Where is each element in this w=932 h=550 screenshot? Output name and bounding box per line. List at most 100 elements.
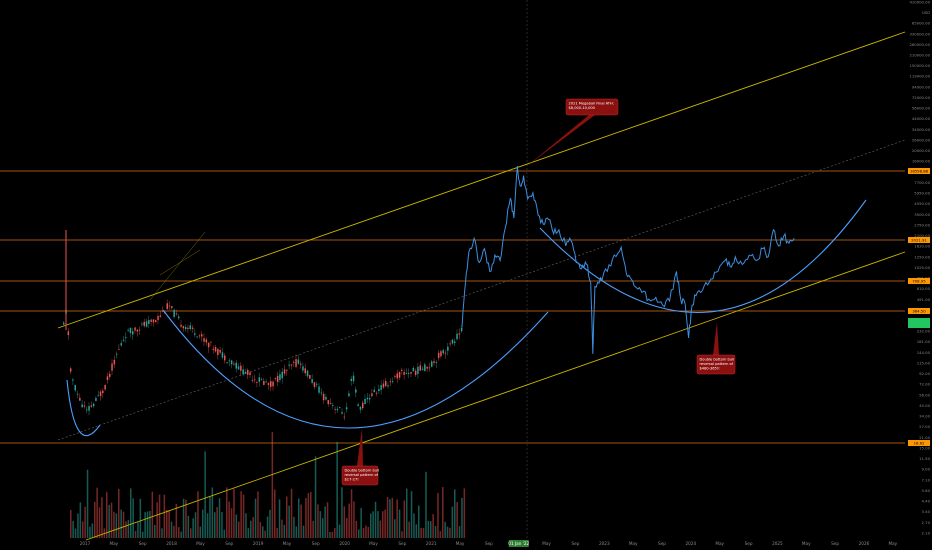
volume-bar — [127, 519, 130, 538]
candle-body — [362, 402, 364, 409]
candle-body — [355, 389, 357, 393]
volume-bar — [154, 525, 156, 538]
volume-bar — [434, 525, 437, 538]
candle-body — [442, 350, 444, 354]
volume-bar — [298, 498, 300, 538]
candle-body — [302, 366, 304, 371]
candle-body — [90, 405, 93, 407]
candle-body — [325, 396, 327, 400]
volume-bar — [74, 528, 77, 538]
candle-body — [368, 397, 371, 400]
volume-bar — [110, 502, 113, 538]
y-tick-label: 232.00 — [917, 329, 931, 334]
volume-bar — [377, 511, 379, 538]
candle-body — [345, 407, 348, 410]
x-tick-label: 2019 — [253, 541, 264, 546]
volume-bar — [283, 524, 286, 538]
volume-bar — [70, 509, 72, 538]
candle-body — [69, 368, 72, 372]
y-tick-label: 260000.00 — [909, 42, 930, 47]
volume-bar — [293, 516, 295, 538]
volume-bar — [336, 441, 338, 538]
volume-bar — [314, 456, 317, 538]
x-tick-label: Sep — [139, 541, 147, 546]
candle-body — [235, 362, 237, 369]
candle-body — [168, 305, 171, 307]
x-tick-label: Sep — [831, 541, 839, 546]
x-tick-label: May — [283, 541, 292, 546]
candle-body — [350, 378, 352, 381]
volume-bar — [422, 527, 425, 538]
volume-bar — [221, 512, 223, 538]
candle-body — [205, 339, 208, 343]
y-tick-label: 26000.00 — [912, 137, 931, 142]
candle-body — [417, 366, 419, 374]
volume-bar — [72, 521, 74, 538]
volume-bar — [326, 502, 329, 538]
candle-body — [256, 382, 258, 384]
volume-bar — [382, 511, 384, 538]
candle-body — [196, 336, 198, 338]
volume-bar — [341, 487, 343, 538]
candle-body — [419, 365, 421, 371]
volume-bar — [406, 488, 408, 538]
y-tick-label: 1250.00 — [914, 254, 930, 259]
candle-body — [79, 397, 81, 401]
volume-bar — [168, 510, 170, 538]
candle-body — [242, 369, 244, 375]
candle-body — [437, 352, 440, 358]
volume-bar — [398, 509, 401, 538]
candle-body — [426, 366, 428, 369]
candle-body — [382, 383, 385, 388]
candle-body — [67, 331, 70, 336]
volume-bar — [185, 499, 187, 538]
volume-bar — [235, 514, 238, 538]
volume-bar — [302, 525, 305, 538]
candle-body — [444, 352, 447, 354]
x-tick-label: 2023 — [599, 541, 610, 546]
volume-bar — [211, 487, 214, 538]
annotation-text: Double bottom bull — [700, 357, 735, 361]
candle-body — [359, 406, 362, 410]
volume-bar — [89, 526, 91, 538]
y-tick-label: 2.70 — [922, 520, 931, 525]
annotation-box — [565, 98, 619, 116]
candle-body — [240, 365, 242, 371]
volume-bar — [187, 515, 190, 538]
x-tick-label: Sep — [225, 541, 233, 546]
volume-bar — [418, 505, 420, 538]
volume-bar — [250, 520, 252, 538]
volume-bar — [401, 531, 403, 538]
x-tick-label: 2017 — [80, 541, 91, 546]
annotation-pointer — [357, 428, 363, 466]
volume-bar — [276, 528, 278, 538]
x-tick-label: Sep — [571, 541, 579, 546]
candle-body — [109, 373, 111, 377]
candle-body — [150, 319, 152, 322]
candle-body — [104, 384, 106, 390]
candle-body — [279, 374, 281, 381]
volume-bar — [173, 525, 175, 538]
y-tick-label: 72000.00 — [912, 95, 931, 100]
candle-body — [72, 379, 74, 381]
price-tags: 18598.88 2021.91 708.95 364.50 16.62 — [908, 168, 930, 446]
candle-body — [403, 372, 405, 375]
candle-body — [389, 381, 392, 383]
annotation-text: Double bottom bull — [345, 468, 380, 472]
candle-body — [371, 393, 373, 397]
candle-body — [281, 371, 283, 379]
volume-bar — [79, 502, 82, 538]
candle-body — [380, 385, 382, 390]
volume-bar — [290, 488, 293, 538]
volume-bar — [134, 530, 137, 538]
volume-bar — [271, 432, 274, 538]
volume-bar — [372, 511, 374, 538]
annotation-text: 2021 Megaball Final ATH: — [569, 101, 614, 105]
volume-bar — [163, 494, 166, 538]
candle-body — [115, 353, 118, 355]
candle-body — [454, 341, 456, 344]
volume-bar — [199, 526, 202, 538]
candle-body — [187, 327, 189, 329]
volume-bar — [156, 502, 158, 538]
volume-bar — [262, 526, 264, 538]
